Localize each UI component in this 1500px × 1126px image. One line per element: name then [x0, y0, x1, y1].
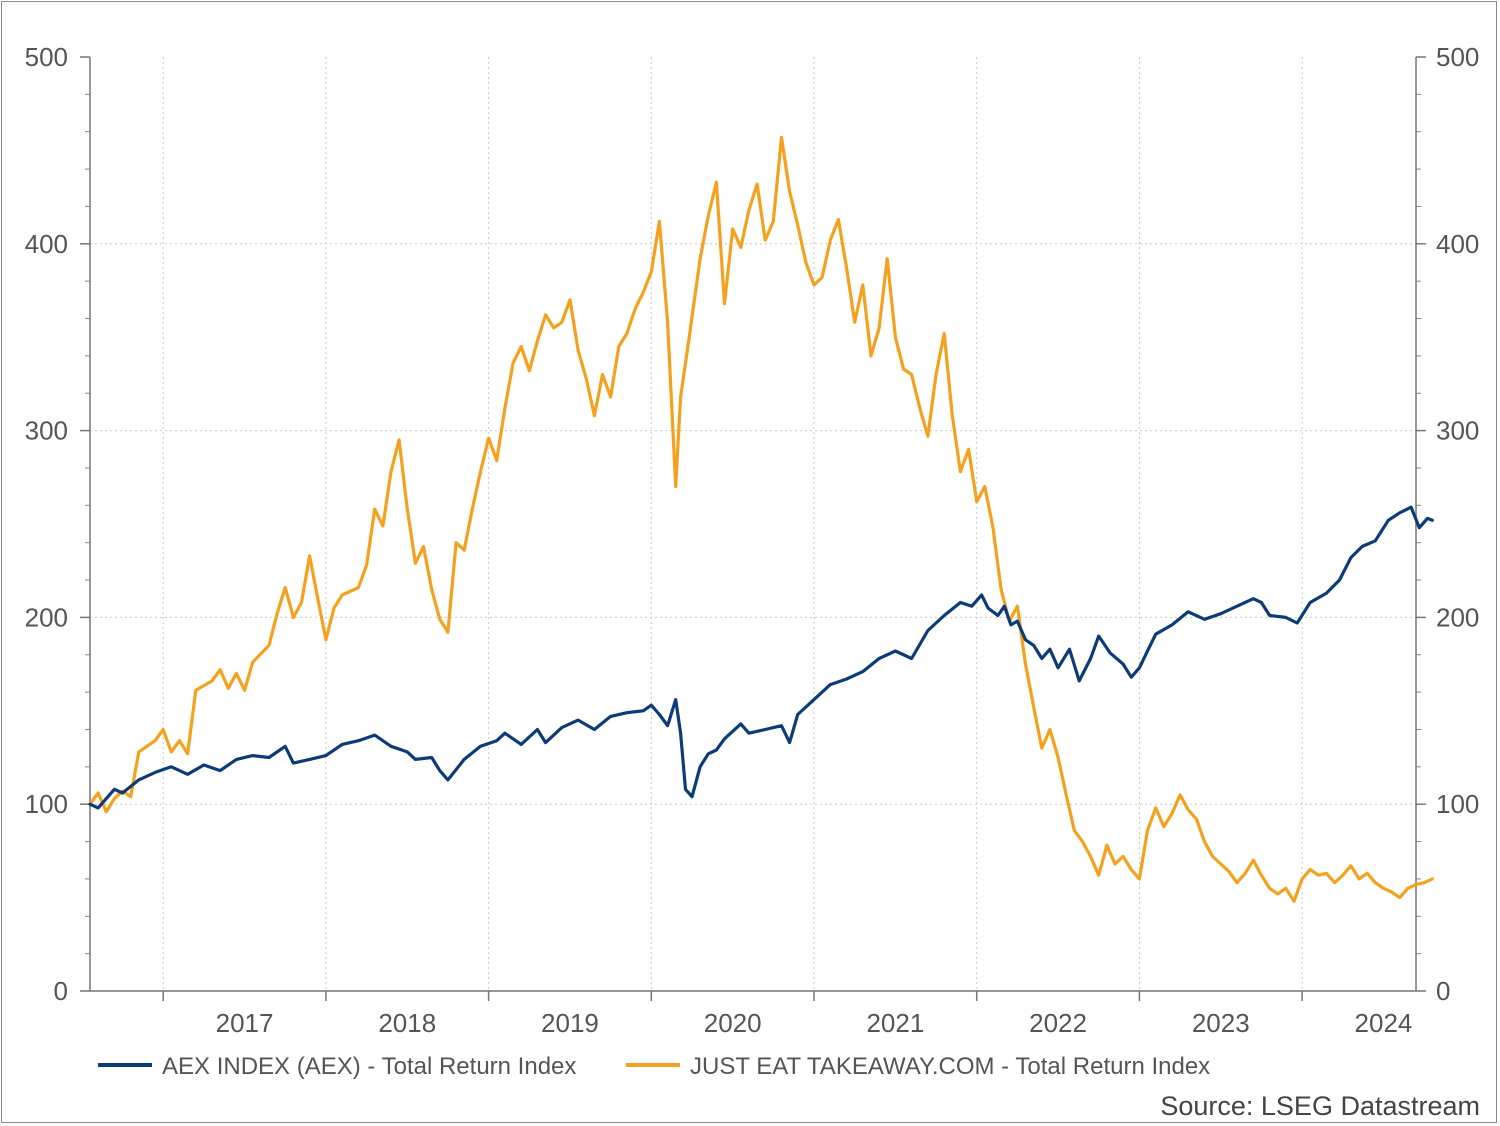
y-tick-label-right: 100: [1436, 789, 1479, 819]
x-tick-label: 2021: [866, 1008, 924, 1038]
y-tick-label-right: 200: [1436, 602, 1479, 632]
series-line-aex: [88, 505, 1434, 810]
axes: 0 0 100 100 200 200 300 300 400 400 500 500 2017 2018…: [25, 42, 1480, 1038]
grid-lines: [90, 57, 1416, 991]
x-tick-label: 2018: [378, 1008, 436, 1038]
x-tick-label: 2024: [1355, 1008, 1413, 1038]
x-tick-label: 2017: [216, 1008, 274, 1038]
y-tick-label-right: 0: [1436, 976, 1450, 1006]
series-line-just-eat-takeaway: [88, 135, 1434, 903]
y-tick-label-left: 300: [25, 416, 68, 446]
legend: AEX INDEX (AEX) - Total Return Index JUS…: [98, 1053, 1210, 1080]
x-tick-label: 2023: [1192, 1008, 1250, 1038]
x-tick-label: 2022: [1029, 1008, 1087, 1038]
y-tick-label-right: 300: [1436, 416, 1479, 446]
legend-label-jet: JUST EAT TAKEAWAY.COM - Total Return Ind…: [690, 1053, 1210, 1080]
y-tick-label-left: 400: [25, 229, 68, 259]
x-tick-label: 2020: [704, 1008, 762, 1038]
source-note: Source: LSEG Datastream: [1160, 1091, 1480, 1121]
y-tick-label-left: 500: [25, 42, 68, 72]
y-tick-label-right: 500: [1436, 42, 1479, 72]
series-lines: [88, 135, 1434, 903]
y-tick-label-left: 0: [54, 976, 68, 1006]
y-tick-label-right: 400: [1436, 229, 1479, 259]
y-tick-label-left: 200: [25, 602, 68, 632]
legend-label-aex: AEX INDEX (AEX) - Total Return Index: [162, 1053, 576, 1080]
x-tick-label: 2019: [541, 1008, 599, 1038]
y-tick-label-left: 100: [25, 789, 68, 819]
